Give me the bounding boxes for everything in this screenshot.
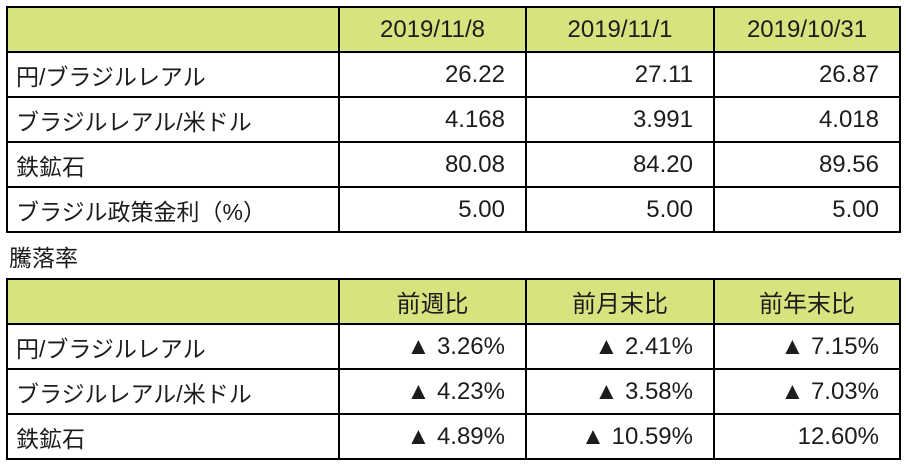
- value-cell: 89.56: [713, 141, 901, 188]
- page: 2019/11/8 2019/11/1 2019/10/31 円/ブラジルレアル…: [6, 6, 901, 460]
- header-cell-empty: [6, 278, 340, 325]
- value-cell: ▲ 7.15%: [713, 323, 901, 370]
- value-cell: 5.00: [713, 186, 901, 233]
- table-row-brl-usd: ブラジルレアル/米ドル 4.168 3.991 4.018: [6, 96, 901, 143]
- value-cell: ▲ 4.23%: [338, 368, 527, 415]
- row-label: 鉄鉱石: [6, 413, 340, 460]
- value-cell: 84.20: [525, 141, 715, 188]
- value-cell: ▲ 2.41%: [525, 323, 715, 370]
- change-table-header-row: 前週比 前月末比 前年末比: [6, 278, 901, 325]
- value-cell: 26.87: [713, 51, 901, 98]
- row-label: ブラジルレアル/米ドル: [6, 368, 340, 415]
- value-cell: 3.991: [525, 96, 715, 143]
- table-row-iron-ore-change: 鉄鉱石 ▲ 4.89% ▲ 10.59% 12.60%: [6, 413, 901, 460]
- row-label: 鉄鉱石: [6, 141, 340, 188]
- table-row-brl-usd-change: ブラジルレアル/米ドル ▲ 4.23% ▲ 3.58% ▲ 7.03%: [6, 368, 901, 415]
- value-cell: ▲ 3.58%: [525, 368, 715, 415]
- header-cell-mtd: 前月末比: [525, 278, 715, 325]
- change-rate-table: 前週比 前月末比 前年末比 円/ブラジルレアル ▲ 3.26% ▲ 2.41% …: [6, 278, 901, 460]
- value-cell: ▲ 3.26%: [338, 323, 527, 370]
- table-row-policy-rate: ブラジル政策金利（%） 5.00 5.00 5.00: [6, 186, 901, 233]
- row-label: ブラジルレアル/米ドル: [6, 96, 340, 143]
- price-table-header-row: 2019/11/8 2019/11/1 2019/10/31: [6, 6, 901, 53]
- value-cell: 12.60%: [713, 413, 901, 460]
- header-cell-wow: 前週比: [338, 278, 527, 325]
- value-cell: ▲ 7.03%: [713, 368, 901, 415]
- value-cell: 5.00: [338, 186, 527, 233]
- value-cell: ▲ 10.59%: [525, 413, 715, 460]
- value-cell: ▲ 4.89%: [338, 413, 527, 460]
- row-label: ブラジル政策金利（%）: [6, 186, 340, 233]
- header-cell-date-3: 2019/10/31: [713, 6, 901, 53]
- section-title: 騰落率: [9, 244, 78, 271]
- value-cell: 80.08: [338, 141, 527, 188]
- table-row-jpy-brl: 円/ブラジルレアル 26.22 27.11 26.87: [6, 51, 901, 98]
- price-table: 2019/11/8 2019/11/1 2019/10/31 円/ブラジルレアル…: [6, 6, 901, 233]
- table-row-iron-ore: 鉄鉱石 80.08 84.20 89.56: [6, 141, 901, 188]
- table-row-jpy-brl-change: 円/ブラジルレアル ▲ 3.26% ▲ 2.41% ▲ 7.15%: [6, 323, 901, 370]
- header-cell-ytd: 前年末比: [713, 278, 901, 325]
- row-label: 円/ブラジルレアル: [6, 51, 340, 98]
- row-label: 円/ブラジルレアル: [6, 323, 340, 370]
- value-cell: 26.22: [338, 51, 527, 98]
- value-cell: 4.168: [338, 96, 527, 143]
- value-cell: 27.11: [525, 51, 715, 98]
- header-cell-empty: [6, 6, 340, 53]
- header-cell-date-1: 2019/11/8: [338, 6, 527, 53]
- value-cell: 4.018: [713, 96, 901, 143]
- header-cell-date-2: 2019/11/1: [525, 6, 715, 53]
- value-cell: 5.00: [525, 186, 715, 233]
